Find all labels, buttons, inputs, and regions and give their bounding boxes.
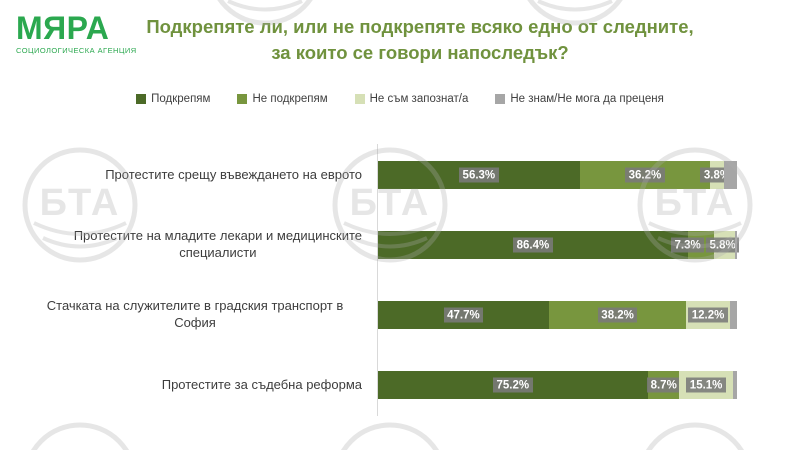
chart-legend: Подкрепям Не подкрепям Не съм запознат/а Не… [0, 93, 800, 105]
bar-value-label: 5.8% [706, 237, 740, 253]
bar-value-label: 7.3% [671, 237, 705, 253]
bar-value-label: 36.2% [625, 167, 665, 183]
legend-item: Не съм запознат/а [354, 93, 469, 105]
bar-row: Протестите за съдебна реформа 75.2% 8.7% 15… [0, 350, 800, 420]
bar-value-label: 86.4% [513, 237, 553, 253]
agency-logo-name: МЯРА [16, 10, 110, 46]
bar-track: 56.3% 36.2% 3.8% [378, 161, 737, 189]
bar-segment [735, 231, 737, 259]
category-label: Стачката на служителите в градския транс… [28, 280, 362, 350]
bar-value-label: 75.2% [492, 377, 533, 393]
bar-segment [733, 371, 737, 399]
bar-value-label: 12.2% [688, 307, 728, 323]
legend-label: Подкрепям [151, 93, 211, 105]
legend-label: Не съм запознат/а [369, 93, 469, 105]
legend-swatch-icon [136, 94, 147, 104]
legend-item: Не знам/Не мога да преценя [495, 93, 664, 105]
bar-row: Стачката на служителите в градския транс… [0, 280, 800, 350]
category-label-text: Протестите срещу въвеждането на еврото [105, 166, 362, 182]
bar-value-label: 8.7% [647, 377, 681, 393]
legend-label: Не знам/Не мога да преценя [510, 93, 664, 105]
legend-item: Подкрепям [136, 93, 210, 105]
bar-value-label: 47.7% [443, 307, 484, 323]
bar-segment [730, 301, 737, 329]
category-label-text: Стачката на служителите в градския транс… [46, 298, 344, 330]
stacked-bar-chart: Протестите срещу въвеждането на еврото 56… [0, 140, 800, 425]
legend-swatch-icon [237, 94, 248, 104]
bar-row: Протестите срещу въвеждането на еврото 56… [0, 140, 800, 210]
bar-track: 75.2% 8.7% 15.1% [378, 371, 737, 399]
bar-track: 86.4% 7.3% 5.8% [378, 231, 740, 259]
agency-logo-subtitle: СОЦИОЛОГИЧЕСКА АГЕНЦИЯ [16, 46, 137, 55]
chart-title: Подкрепяте ли, или не подкрепяте всяко е… [146, 16, 694, 64]
legend-label: Не подкрепям [252, 93, 328, 105]
legend-swatch-icon [354, 94, 365, 104]
category-label: Протестите за съдебна реформа [28, 350, 362, 420]
category-axis-line [377, 144, 378, 416]
bar-row: Протестите на младите лекари и медицинск… [0, 210, 800, 280]
agency-logo: МЯРА СОЦИОЛОГИЧЕСКА АГЕНЦИЯ [16, 12, 136, 55]
legend-swatch-icon [495, 94, 506, 104]
bar-value-label: 15.1% [686, 377, 726, 393]
category-label-text: Протестите на младите лекари и медицинск… [73, 228, 362, 260]
category-label-text: Протестите за съдебна реформа [161, 376, 362, 392]
bar-track: 47.7% 38.2% 12.2% [378, 301, 737, 329]
category-label: Протестите срещу въвеждането на еврото [28, 140, 362, 210]
bar-segment [723, 161, 737, 189]
bar-value-label: 38.2% [597, 307, 638, 323]
bar-value-label: 56.3% [459, 167, 499, 183]
category-label: Протестите на младите лекари и медицинск… [28, 210, 362, 280]
legend-item: Не подкрепям [237, 93, 328, 105]
